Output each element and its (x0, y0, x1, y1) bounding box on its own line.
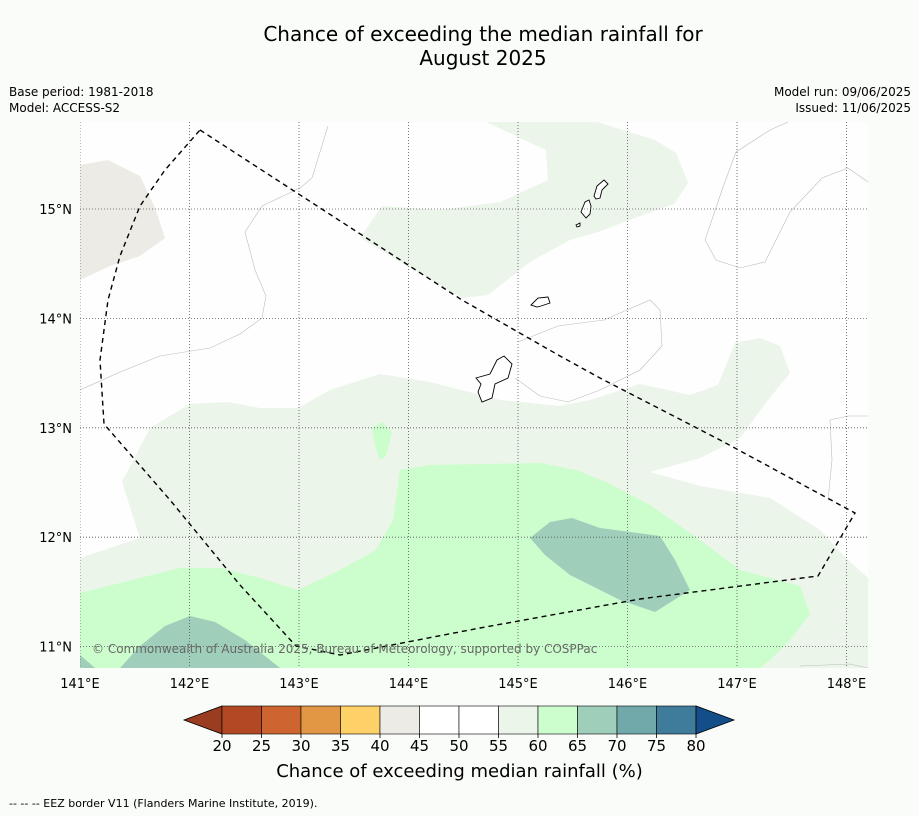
lon-tick-label: 144°E (389, 677, 429, 692)
colorbar-ticks: 20 25 30 35 40 45 50 55 60 65 70 75 80 (212, 734, 706, 755)
lon-tick-label: 143°E (279, 677, 319, 692)
footnote: -- -- -- EEZ border V11 (Flanders Marine… (9, 797, 318, 810)
colorbar-tick-label: 70 (607, 737, 626, 755)
meta-left: Base period: 1981-2018 Model: ACCESS-S2 (9, 84, 154, 116)
lat-tick-label: 14°N (39, 312, 72, 327)
lon-tick-label: 141°E (60, 677, 100, 692)
longitude-labels: 141°E 142°E 143°E 144°E 145°E 146°E 147°E 148°E (60, 677, 866, 692)
colorbar-segment (616, 705, 657, 735)
region-55-60-north (360, 122, 688, 298)
lon-tick-label: 146°E (608, 677, 648, 692)
colorbar-tick-label: 35 (331, 737, 350, 755)
colorbar-segment (300, 705, 341, 735)
colorbar-tick-label: 80 (686, 737, 705, 755)
colorbar-segment (577, 705, 618, 735)
island-saipan (593, 179, 609, 200)
colorbar-high-extension (695, 705, 736, 735)
chart-title: Chance of exceeding the median rainfall … (0, 22, 919, 70)
colorbar-tick-label: 20 (212, 737, 231, 755)
colorbar-segment (379, 705, 420, 735)
colorbar-segment (261, 705, 302, 735)
island-guam (475, 355, 513, 403)
map-plot-area: © Commonwealth of Australia 2025, Bureau… (80, 122, 868, 668)
region-60-65 (80, 463, 810, 668)
lon-tick-label: 145°E (498, 677, 538, 692)
issued-text: Issued: 11/06/2025 (795, 101, 911, 115)
region-65-70-edge (80, 655, 95, 668)
colorbar-tick-label: 55 (489, 737, 508, 755)
colorbar-segment (419, 705, 460, 735)
title-line-2: August 2025 (419, 46, 547, 70)
region-65-70-center (530, 518, 690, 612)
colorbar-tick-label: 25 (252, 737, 271, 755)
colorbar-segment (537, 705, 578, 735)
lat-tick-label: 13°N (39, 422, 72, 437)
model-run-text: Model run: 09/06/2025 (773, 85, 911, 99)
colorbar-segment (221, 705, 262, 735)
region-40-45 (80, 160, 165, 280)
colorbar-segment (340, 705, 381, 735)
base-period-text: Base period: 1981-2018 (9, 85, 154, 99)
map-gridlines (80, 122, 868, 668)
colorbar-segment (458, 705, 499, 735)
islands (475, 179, 609, 403)
contour-lines (80, 122, 868, 668)
meta-right: Model run: 09/06/2025 Issued: 11/06/2025 (774, 84, 911, 116)
title-line-1: Chance of exceeding the median rainfall … (263, 22, 703, 46)
island-aguijan (575, 222, 581, 228)
colorbar-tick-label: 60 (528, 737, 547, 755)
lon-tick-label: 148°E (827, 677, 867, 692)
island-rota (530, 296, 551, 308)
latitude-labels: 15°N 14°N 13°N 12°N 11°N (39, 203, 72, 656)
colorbar-tick-label: 50 (449, 737, 468, 755)
island-tinian (580, 199, 592, 219)
lat-tick-label: 12°N (39, 531, 72, 546)
model-text: Model: ACCESS-S2 (9, 101, 121, 115)
colorbar-tick-label: 75 (647, 737, 666, 755)
region-60-65-blob (372, 422, 392, 460)
colorbar-title: Chance of exceeding median rainfall (%) (276, 761, 643, 782)
copyright-text: © Commonwealth of Australia 2025, Bureau… (92, 642, 597, 656)
colorbar-segment (656, 705, 697, 735)
colorbar-low-extension (182, 705, 223, 735)
eez-border (99, 129, 856, 656)
colorbar-tick-label: 65 (568, 737, 587, 755)
colorbar-tick-label: 40 (370, 737, 389, 755)
colorbar-segment (498, 705, 539, 735)
colorbar-tick-label: 30 (291, 737, 310, 755)
lon-tick-label: 142°E (170, 677, 210, 692)
region-65-70-southwest (120, 616, 280, 668)
lat-tick-label: 11°N (39, 641, 72, 656)
colorbar (182, 705, 736, 735)
lon-tick-label: 147°E (717, 677, 757, 692)
colorbar-tick-label: 45 (410, 737, 429, 755)
lat-tick-label: 15°N (39, 203, 72, 218)
